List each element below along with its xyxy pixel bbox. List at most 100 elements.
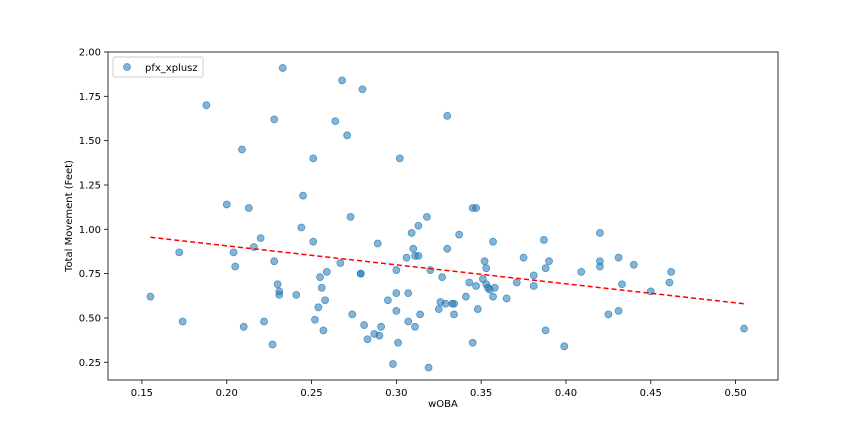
- data-point: [392, 289, 401, 298]
- data-point: [321, 296, 330, 305]
- data-point: [560, 342, 569, 351]
- data-point: [545, 257, 553, 266]
- data-point: [314, 303, 323, 312]
- trend-line: [150, 236, 745, 305]
- x-tick-label: 0.50: [724, 388, 746, 399]
- y-tick-label: 0.75: [79, 269, 101, 280]
- data-point: [404, 289, 413, 298]
- legend-marker: [123, 63, 131, 71]
- data-point: [461, 292, 470, 301]
- data-point: [360, 321, 369, 329]
- legend-box: [112, 56, 204, 78]
- data-point: [489, 292, 497, 301]
- y-tick-label: 0.25: [79, 358, 101, 369]
- data-point: [358, 85, 367, 94]
- data-point: [389, 360, 397, 368]
- data-point: [268, 340, 277, 349]
- data-point: [373, 239, 382, 248]
- data-point: [455, 230, 464, 239]
- data-point: [411, 322, 419, 331]
- data-point: [665, 278, 674, 287]
- data-point: [375, 331, 384, 340]
- x-tick-label: 0.40: [555, 388, 577, 399]
- data-point: [414, 251, 423, 260]
- data-point: [363, 335, 372, 344]
- data-point: [299, 191, 307, 200]
- data-point: [740, 324, 748, 333]
- data-point: [441, 299, 450, 308]
- data-point: [489, 237, 497, 246]
- data-point: [331, 117, 340, 126]
- data-point: [222, 200, 231, 209]
- x-tick-label: 0.45: [640, 388, 662, 399]
- data-point: [468, 338, 477, 347]
- data-point: [377, 322, 385, 331]
- data-point: [146, 292, 155, 301]
- data-point: [348, 310, 357, 319]
- data-point: [270, 115, 279, 124]
- data-point: [465, 278, 474, 287]
- data-point: [502, 294, 511, 303]
- data-point: [407, 228, 416, 237]
- data-point: [614, 253, 623, 262]
- x-tick-label: 0.30: [385, 388, 407, 399]
- x-tick-label: 0.15: [131, 388, 153, 399]
- data-point: [472, 204, 480, 212]
- data-point: [473, 305, 482, 313]
- data-point: [338, 76, 346, 85]
- data-point: [577, 267, 586, 276]
- y-tick-label: 1.50: [79, 136, 101, 147]
- data-point: [256, 234, 265, 243]
- data-point: [480, 257, 489, 266]
- data-point: [394, 338, 402, 347]
- data-point: [541, 264, 550, 273]
- data-point: [618, 280, 626, 289]
- data-point: [317, 283, 326, 292]
- data-point: [309, 154, 318, 163]
- data-point: [239, 322, 248, 331]
- data-point: [450, 310, 458, 319]
- plot-frame: [107, 51, 779, 381]
- data-point: [595, 257, 604, 266]
- data-point: [311, 315, 319, 324]
- data-point: [541, 326, 550, 335]
- x-tick-label: 0.35: [470, 388, 492, 399]
- data-point: [316, 273, 324, 282]
- data-point: [424, 363, 433, 372]
- data-point: [443, 244, 452, 253]
- data-point: [278, 64, 287, 72]
- data-point: [422, 212, 431, 221]
- y-tick-label: 0.50: [79, 313, 101, 324]
- data-point: [519, 253, 528, 262]
- data-point: [629, 260, 638, 269]
- y-tick-label: 1.00: [79, 225, 101, 236]
- y-tick-label: 2.00: [79, 48, 101, 59]
- data-point: [178, 317, 187, 326]
- legend-label: pfx_xplusz: [145, 63, 198, 74]
- data-point: [595, 228, 604, 237]
- data-point: [604, 310, 613, 319]
- legend: pfx_xplusz: [112, 56, 204, 78]
- data-point: [392, 266, 401, 274]
- y-tick-label: 1.25: [79, 180, 101, 191]
- data-point: [450, 299, 458, 308]
- data-point: [482, 264, 491, 273]
- data-point: [529, 282, 538, 290]
- data-point: [443, 111, 452, 120]
- data-point: [472, 282, 480, 290]
- plot-area: [146, 64, 748, 372]
- data-point: [260, 317, 268, 326]
- y-tick-label: 1.75: [79, 92, 101, 103]
- data-point: [414, 221, 423, 230]
- data-point: [540, 236, 548, 244]
- data-point: [409, 244, 418, 253]
- data-point: [402, 253, 411, 262]
- data-point: [244, 204, 253, 212]
- x-axis-label: wOBA: [428, 399, 458, 410]
- data-point: [383, 296, 392, 305]
- data-point: [336, 259, 345, 267]
- data-point: [416, 310, 425, 319]
- data-point: [614, 306, 623, 315]
